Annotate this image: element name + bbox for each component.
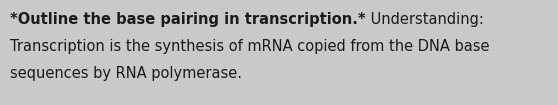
Text: *Outline the base pairing in transcription.*: *Outline the base pairing in transcripti… (10, 12, 365, 27)
Text: Understanding:: Understanding: (365, 12, 483, 27)
Text: Transcription is the synthesis of mRNA copied from the DNA base: Transcription is the synthesis of mRNA c… (10, 39, 489, 54)
Text: sequences by RNA polymerase.: sequences by RNA polymerase. (10, 66, 242, 81)
